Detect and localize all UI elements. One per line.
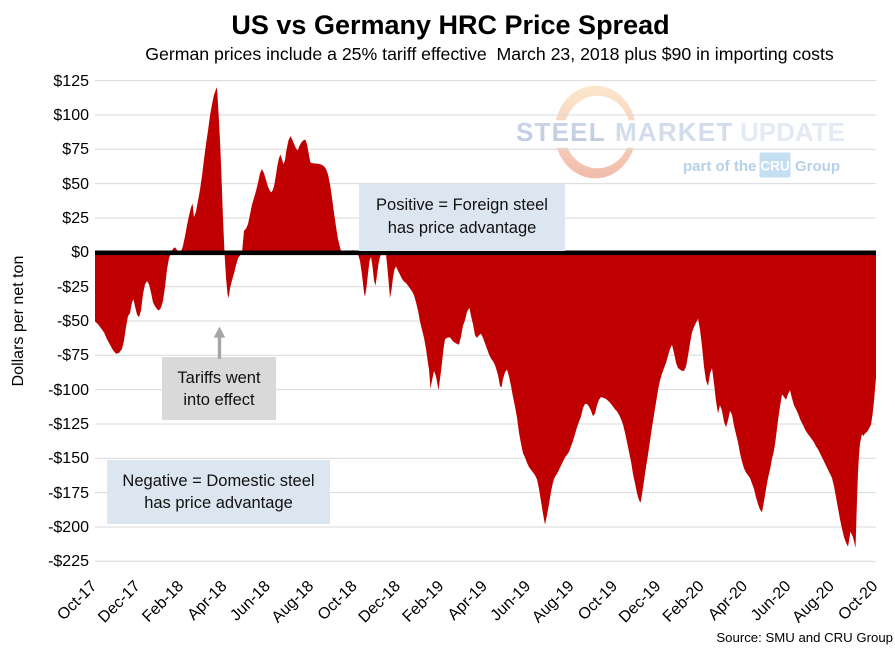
svg-text:Oct-19: Oct-19 — [575, 578, 621, 624]
svg-text:Group: Group — [795, 158, 840, 175]
svg-text:Oct-17: Oct-17 — [54, 578, 100, 624]
svg-text:Apr-19: Apr-19 — [445, 578, 491, 624]
svg-text:Jun-19: Jun-19 — [488, 578, 535, 625]
svg-text:Feb-20: Feb-20 — [660, 578, 708, 626]
svg-text:Aug-20: Aug-20 — [789, 578, 838, 627]
svg-text:Dec-17: Dec-17 — [95, 578, 144, 627]
svg-text:Jun-20: Jun-20 — [748, 578, 795, 625]
svg-text:MARKET: MARKET — [615, 117, 733, 147]
svg-text:Jun-18: Jun-18 — [227, 578, 274, 625]
svg-text:Feb-18: Feb-18 — [139, 578, 187, 626]
svg-text:STEEL: STEEL — [516, 117, 606, 147]
svg-text:CRU: CRU — [760, 159, 789, 174]
svg-text:Dec-18: Dec-18 — [356, 578, 405, 627]
svg-text:Aug-18: Aug-18 — [269, 578, 318, 627]
svg-text:Oct-18: Oct-18 — [315, 578, 361, 624]
svg-text:part of the: part of the — [683, 158, 756, 175]
svg-text:Aug-19: Aug-19 — [529, 578, 578, 627]
svg-text:Feb-19: Feb-19 — [400, 578, 448, 626]
svg-text:Apr-18: Apr-18 — [185, 578, 231, 624]
svg-text:Dec-19: Dec-19 — [616, 578, 665, 627]
svg-text:UPDATE: UPDATE — [740, 117, 845, 147]
svg-text:Oct-20: Oct-20 — [835, 578, 881, 624]
svg-text:Apr-20: Apr-20 — [705, 578, 751, 624]
